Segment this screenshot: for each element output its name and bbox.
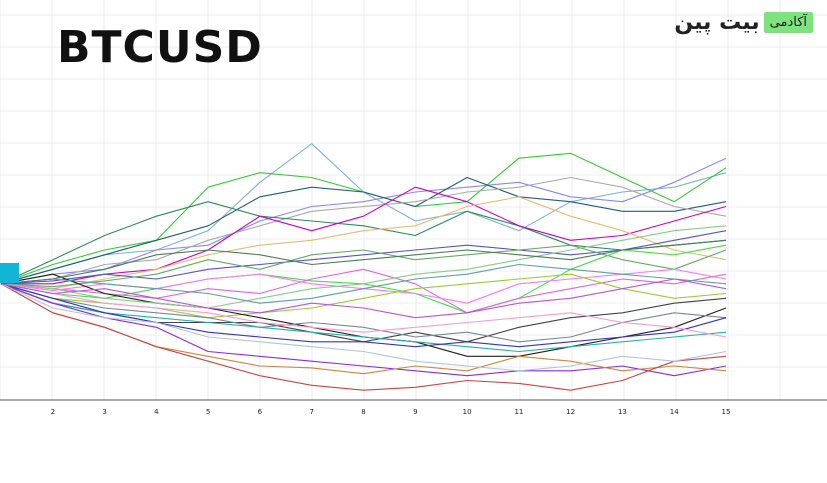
series-line-5 — [0, 176, 727, 285]
start-marker — [0, 263, 19, 283]
brand-logo: بیت پین آکادمی — [674, 10, 813, 35]
series-line-6 — [0, 201, 727, 285]
series-line-19 — [0, 283, 727, 348]
series-line-24 — [0, 283, 727, 338]
series-line-4 — [0, 176, 727, 285]
x-tick-label: 6 — [258, 408, 263, 416]
x-tick-label: 3 — [102, 408, 106, 416]
x-tick-label: 9 — [413, 408, 417, 416]
brand-badge: آکادمی — [763, 12, 813, 33]
chart-title: BTCUSD — [57, 22, 263, 73]
series-line-25 — [0, 225, 727, 309]
series-line-26 — [0, 263, 727, 304]
series-line-10 — [0, 244, 727, 288]
chart-series-group — [0, 143, 727, 391]
series-line-9 — [0, 230, 727, 285]
x-tick-label: 13 — [618, 408, 627, 416]
x-tick-label: 4 — [154, 408, 159, 416]
series-line-7 — [1, 186, 727, 285]
x-tick-label: 15 — [722, 408, 731, 416]
series-line-27 — [0, 278, 727, 319]
series-line-23 — [0, 283, 727, 372]
x-tick-label: 10 — [463, 408, 472, 416]
x-tick-labels: 2 3 4 5 6 7 8 9 10 11 12 13 14 15 — [51, 408, 731, 416]
series-line-22 — [0, 283, 727, 391]
series-line-28 — [0, 239, 727, 285]
x-tick-label: 7 — [309, 408, 313, 416]
x-tick-label: 11 — [514, 408, 523, 416]
x-tick-label: 14 — [670, 408, 679, 416]
x-tick-label: 8 — [361, 408, 365, 416]
x-tick-label: 12 — [566, 408, 575, 416]
series-line-17 — [0, 283, 727, 343]
brand-name: بیت پین — [674, 10, 760, 35]
x-tick-label: 5 — [206, 408, 210, 416]
series-line-18 — [0, 283, 727, 353]
series-line-12 — [0, 268, 727, 314]
x-tick-label: 2 — [51, 408, 55, 416]
